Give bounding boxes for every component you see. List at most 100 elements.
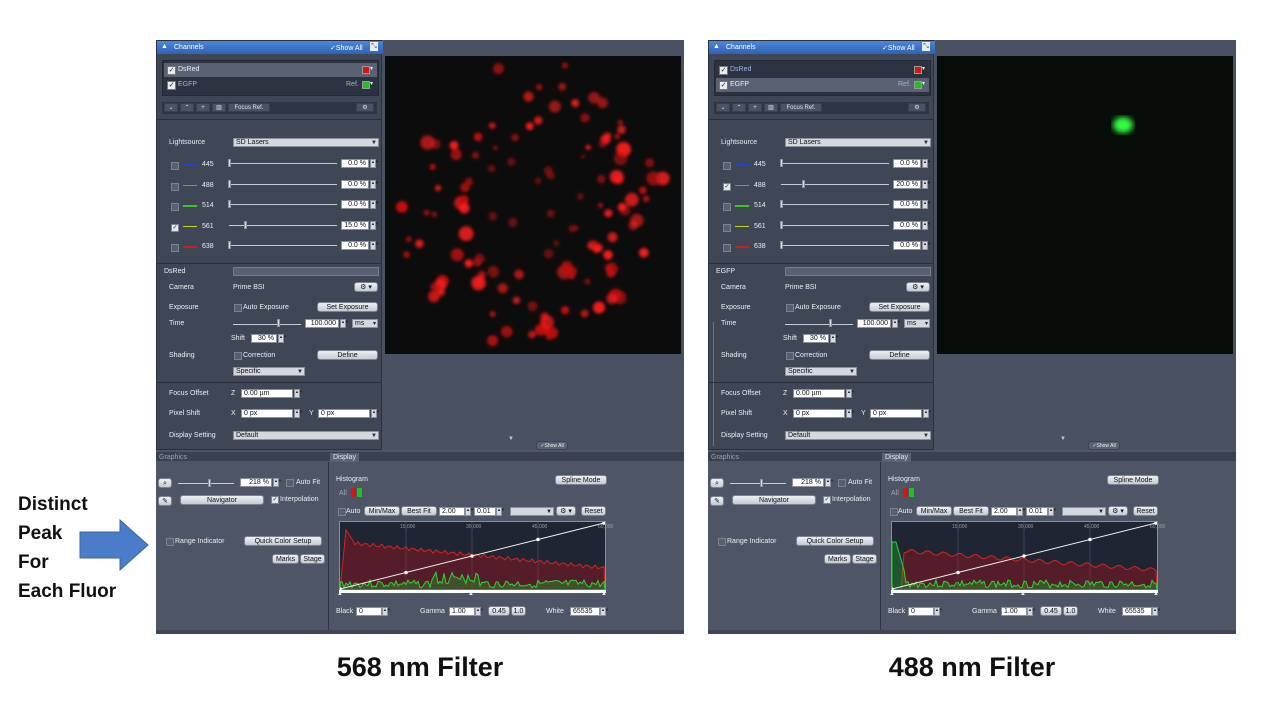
laser-power-spinner[interactable]: ▲▼: [922, 179, 931, 189]
laser-checkbox[interactable]: ✓: [171, 223, 179, 232]
focus-ref-button[interactable]: Focus Ref.: [780, 103, 822, 112]
undock-icon[interactable]: ⤡: [922, 42, 930, 51]
time-value[interactable]: 100.000: [857, 319, 891, 328]
time-unit-dropdown[interactable]: ms ▾: [352, 319, 378, 328]
spinner[interactable]: ▲▼: [1048, 507, 1057, 516]
tab-graphics[interactable]: Graphics: [711, 454, 740, 461]
pixel-shift-y-spinner[interactable]: ▲▼: [923, 409, 932, 418]
correction-checkbox[interactable]: [234, 352, 242, 360]
range-handle-icon[interactable]: ▲: [1020, 591, 1026, 597]
zoom-icon[interactable]: ⌕: [710, 478, 724, 488]
focus-offset-value[interactable]: 0.00 µm: [241, 389, 293, 398]
green-channel-toggle[interactable]: [909, 488, 914, 497]
black-value[interactable]: 0: [908, 607, 934, 616]
add-channel-button[interactable]: +: [196, 103, 210, 112]
histogram-chart[interactable]: 15,000 30,000 45,000 60,000: [891, 521, 1165, 591]
laser-power-value[interactable]: 0.0 %: [341, 241, 369, 250]
settings-gear-button[interactable]: ⚙: [356, 103, 374, 112]
auto-fit-checkbox[interactable]: [286, 479, 294, 487]
reset-button[interactable]: Reset: [581, 506, 606, 516]
channel-checkbox[interactable]: ✓: [167, 81, 176, 90]
laser-power-value[interactable]: 0.0 %: [893, 241, 921, 250]
best-fit-value-1[interactable]: 2.00: [991, 507, 1017, 516]
pixel-shift-x[interactable]: 0 px: [241, 409, 293, 418]
expand-button[interactable]: ⌃: [732, 103, 746, 112]
best-fit-button[interactable]: Best Fit: [401, 506, 437, 516]
laser-power-slider[interactable]: [781, 204, 889, 205]
channel-name-field[interactable]: [233, 267, 379, 276]
laser-power-value[interactable]: 0.0 %: [341, 179, 369, 189]
reset-button[interactable]: Reset: [1133, 506, 1158, 516]
spinner[interactable]: ▲▼: [465, 507, 474, 516]
stage-button[interactable]: Stage: [300, 554, 325, 564]
slider-thumb[interactable]: [244, 220, 248, 229]
stage-button[interactable]: Stage: [852, 554, 877, 564]
pixel-shift-x-spinner[interactable]: ▲▼: [294, 409, 303, 418]
laser-power-value[interactable]: 15.0 %: [341, 220, 369, 230]
set-exposure-button[interactable]: Set Exposure: [869, 302, 930, 312]
channel-checkbox[interactable]: ✓: [719, 81, 728, 90]
channel-color-swatch[interactable]: [914, 81, 922, 89]
slider-thumb[interactable]: [277, 319, 280, 327]
spinner[interactable]: ▲▼: [1017, 507, 1026, 516]
focus-offset-spinner[interactable]: ▲▼: [846, 389, 855, 398]
range-handle-icon[interactable]: ▲: [1153, 591, 1159, 597]
slider-thumb[interactable]: [228, 200, 231, 208]
chevron-down-icon[interactable]: ▾: [370, 81, 374, 87]
gamma-value[interactable]: 1.00: [449, 607, 475, 616]
channel-color-swatch[interactable]: [914, 66, 922, 74]
collapse-arrow-icon[interactable]: ▼: [508, 436, 514, 442]
slider-thumb[interactable]: [780, 220, 783, 229]
range-handle-icon[interactable]: ▲: [468, 591, 474, 597]
channel-checkbox[interactable]: ✓: [167, 66, 176, 75]
laser-checkbox[interactable]: [171, 203, 179, 211]
laser-checkbox[interactable]: [171, 162, 179, 170]
time-slider[interactable]: [785, 324, 853, 325]
spinner[interactable]: ▲▼: [600, 607, 609, 616]
range-indicator-checkbox[interactable]: [718, 538, 726, 546]
red-channel-toggle[interactable]: [351, 488, 356, 497]
spinner[interactable]: ▲▼: [1152, 607, 1161, 616]
tab-display[interactable]: Display: [882, 453, 911, 462]
laser-power-slider[interactable]: [229, 245, 337, 246]
chevron-down-icon[interactable]: ▾: [922, 66, 926, 72]
best-fit-value-2[interactable]: 0.01: [1026, 507, 1048, 516]
image-view[interactable]: [385, 56, 681, 354]
tab-graphics[interactable]: Graphics: [159, 454, 188, 461]
histogram-chart[interactable]: 15,000 30,000 45,000 60,000: [339, 521, 613, 591]
channel-row[interactable]: ✓ EGFP Ref. ▾: [716, 78, 929, 92]
spinner[interactable]: ▲▼: [934, 607, 943, 616]
slider-thumb[interactable]: [760, 479, 763, 487]
laser-checkbox[interactable]: ✓: [723, 182, 731, 191]
spinner[interactable]: ▲▼: [1027, 607, 1036, 616]
best-fit-button[interactable]: Best Fit: [953, 506, 989, 516]
time-value[interactable]: 100.000: [305, 319, 339, 328]
marks-button[interactable]: Marks: [272, 554, 299, 564]
gamma-10-button[interactable]: 1.0: [1063, 606, 1078, 616]
range-indicator-checkbox[interactable]: [166, 538, 174, 546]
laser-checkbox[interactable]: [171, 182, 179, 191]
pixel-shift-y[interactable]: 0 px: [870, 409, 922, 418]
laser-power-slider[interactable]: [781, 245, 889, 246]
histogram-mode-dropdown[interactable]: ▼: [510, 507, 554, 516]
laser-power-value[interactable]: 0.0 %: [341, 200, 369, 209]
tab-display[interactable]: Display: [330, 453, 359, 462]
laser-power-spinner[interactable]: ▲▼: [370, 200, 379, 209]
quick-color-setup-button[interactable]: Quick Color Setup: [796, 536, 874, 546]
settings-gear-button[interactable]: ⚙: [908, 103, 926, 112]
slider-thumb[interactable]: [228, 159, 231, 167]
laser-checkbox[interactable]: [171, 244, 179, 252]
marks-button[interactable]: Marks: [824, 554, 851, 564]
auto-exposure-checkbox[interactable]: [786, 304, 794, 312]
laser-power-slider[interactable]: [229, 224, 337, 226]
laser-power-slider[interactable]: [781, 224, 889, 226]
pixel-shift-x-spinner[interactable]: ▲▼: [846, 409, 855, 418]
slider-thumb[interactable]: [801, 179, 805, 188]
laser-power-value[interactable]: 0.0 %: [893, 220, 921, 230]
channel-checkbox[interactable]: ✓: [719, 66, 728, 75]
slider-thumb[interactable]: [228, 179, 231, 188]
shift-value[interactable]: 30 %: [251, 334, 277, 343]
laser-checkbox[interactable]: [723, 203, 731, 211]
zoom-value[interactable]: 218 %: [240, 478, 272, 487]
zoom-icon[interactable]: ⌕: [158, 478, 172, 488]
